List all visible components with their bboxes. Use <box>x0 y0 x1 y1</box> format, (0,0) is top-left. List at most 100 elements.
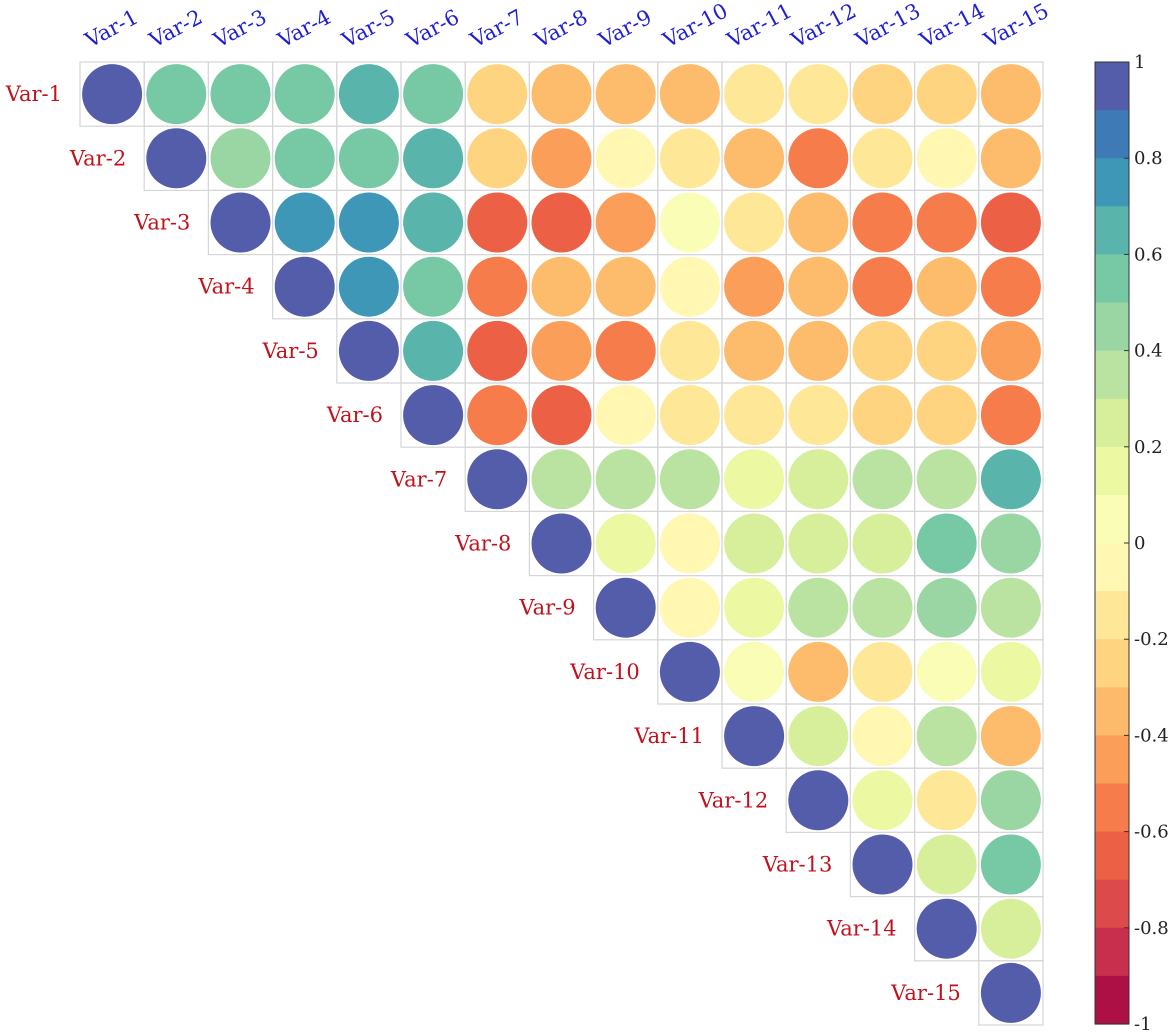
left-label-4: Var-4 <box>197 275 254 299</box>
correlation-circle-8-11 <box>724 513 785 574</box>
correlation-circle-2-11 <box>724 128 785 189</box>
colorbar-segment <box>1095 735 1129 785</box>
grid-cell <box>978 960 1044 1026</box>
correlation-circle-3-3 <box>210 192 271 253</box>
colorbar-segment <box>1095 591 1129 640</box>
colorbar-segment <box>1095 350 1129 400</box>
correlation-circle-3-15 <box>980 192 1041 253</box>
correlation-circle-11-15 <box>980 706 1041 767</box>
left-label-8: Var-8 <box>454 532 511 556</box>
correlation-circle-1-5 <box>338 64 399 125</box>
colorbar-tick-label: 0.4 <box>1134 341 1163 362</box>
left-label-11: Var-11 <box>633 724 704 748</box>
correlation-circle-5-8 <box>531 320 592 381</box>
colorbar-segment <box>1095 494 1129 544</box>
correlation-circle-4-4 <box>274 256 335 317</box>
correlation-circle-5-13 <box>852 320 913 381</box>
correlation-circle-12-15 <box>980 770 1041 831</box>
correlation-circle-5-14 <box>916 320 977 381</box>
top-label-5: Var-5 <box>337 5 399 53</box>
correlation-circle-3-14 <box>916 192 977 253</box>
correlation-circle-7-11 <box>724 449 785 510</box>
top-label-3: Var-3 <box>209 5 271 53</box>
correlation-circle-1-10 <box>659 64 720 125</box>
correlation-circle-8-8 <box>531 513 592 574</box>
correlation-circle-10-11 <box>724 641 785 702</box>
correlation-circle-10-15 <box>980 641 1041 702</box>
correlation-circle-1-1 <box>82 64 143 125</box>
correlation-circle-1-2 <box>146 64 207 125</box>
correlation-circle-3-7 <box>467 192 528 253</box>
heatmap-grid <box>79 61 1044 1026</box>
correlation-circle-11-12 <box>788 706 849 767</box>
correlation-circle-11-14 <box>916 706 977 767</box>
colorbar-tick-label: 0.2 <box>1134 437 1163 458</box>
correlation-circle-13-13 <box>852 834 913 895</box>
colorbar-segment <box>1095 879 1129 929</box>
top-label-1: Var-1 <box>80 5 142 53</box>
left-label-7: Var-7 <box>390 467 447 491</box>
top-label-13: Var-13 <box>851 0 925 53</box>
correlation-circle-2-9 <box>595 128 656 189</box>
correlation-circle-13-15 <box>980 834 1041 895</box>
colorbar-segment <box>1095 687 1129 736</box>
colorbar-segment <box>1095 446 1129 496</box>
correlation-circle-13-14 <box>916 834 977 895</box>
correlation-circle-4-6 <box>403 256 464 317</box>
colorbar-tick-label: -0.8 <box>1134 918 1169 939</box>
correlation-circle-10-12 <box>788 641 849 702</box>
correlation-circle-8-14 <box>916 513 977 574</box>
colorbar-tick-label: 0 <box>1134 533 1145 554</box>
correlation-circle-11-11 <box>724 706 785 767</box>
heatmap-circles <box>82 64 1041 1023</box>
correlation-circle-12-13 <box>852 770 913 831</box>
correlation-circle-1-15 <box>980 64 1041 125</box>
left-label-3: Var-3 <box>133 211 190 235</box>
correlation-circle-9-14 <box>916 577 977 638</box>
correlation-circle-2-14 <box>916 128 977 189</box>
correlation-circle-11-13 <box>852 706 913 767</box>
correlation-circle-2-10 <box>659 128 720 189</box>
correlation-circle-1-13 <box>852 64 913 125</box>
top-label-9: Var-9 <box>594 5 656 53</box>
correlation-circle-4-11 <box>724 256 785 317</box>
correlation-circle-2-4 <box>274 128 335 189</box>
correlation-circle-6-13 <box>852 385 913 446</box>
colorbar: 1 0.8 0.6 0.4 0.2 0 -0.2 -0.4 -0.6 -0.8 -1 <box>1094 52 1169 1033</box>
correlation-circle-7-13 <box>852 449 913 510</box>
correlation-circle-9-9 <box>595 577 656 638</box>
colorbar-segment <box>1095 543 1129 592</box>
top-label-15: Var-15 <box>979 0 1053 53</box>
colorbar-tick-label: 0.6 <box>1134 244 1163 265</box>
colorbar-segment <box>1095 302 1129 352</box>
correlation-circle-7-14 <box>916 449 977 510</box>
correlation-circle-2-5 <box>338 128 399 189</box>
correlation-circle-1-3 <box>210 64 271 125</box>
correlation-circle-1-11 <box>724 64 785 125</box>
correlation-circle-1-8 <box>531 64 592 125</box>
correlation-circle-2-8 <box>531 128 592 189</box>
top-label-10: Var-10 <box>658 0 732 53</box>
correlation-circle-3-11 <box>724 192 785 253</box>
correlation-circle-10-14 <box>916 641 977 702</box>
correlation-circle-10-13 <box>852 641 913 702</box>
correlation-circle-5-15 <box>980 320 1041 381</box>
correlation-circle-8-12 <box>788 513 849 574</box>
correlation-circle-5-12 <box>788 320 849 381</box>
colorbar-segment <box>1095 254 1129 304</box>
correlation-circle-12-12 <box>788 770 849 831</box>
colorbar-tick-label: 0.8 <box>1134 148 1163 169</box>
correlation-circle-7-10 <box>659 449 720 510</box>
correlation-circle-12-14 <box>916 770 977 831</box>
correlation-circle-9-11 <box>724 577 785 638</box>
top-label-7: Var-7 <box>465 5 527 53</box>
top-label-11: Var-11 <box>722 0 796 53</box>
correlation-circle-4-5 <box>338 256 399 317</box>
correlation-circle-1-12 <box>788 64 849 125</box>
correlation-circle-1-9 <box>595 64 656 125</box>
correlation-circle-5-9 <box>595 320 656 381</box>
correlation-circle-8-15 <box>980 513 1041 574</box>
colorbar-segment <box>1095 831 1129 881</box>
correlation-circle-15-15 <box>980 962 1041 1023</box>
correlation-circle-3-9 <box>595 192 656 253</box>
